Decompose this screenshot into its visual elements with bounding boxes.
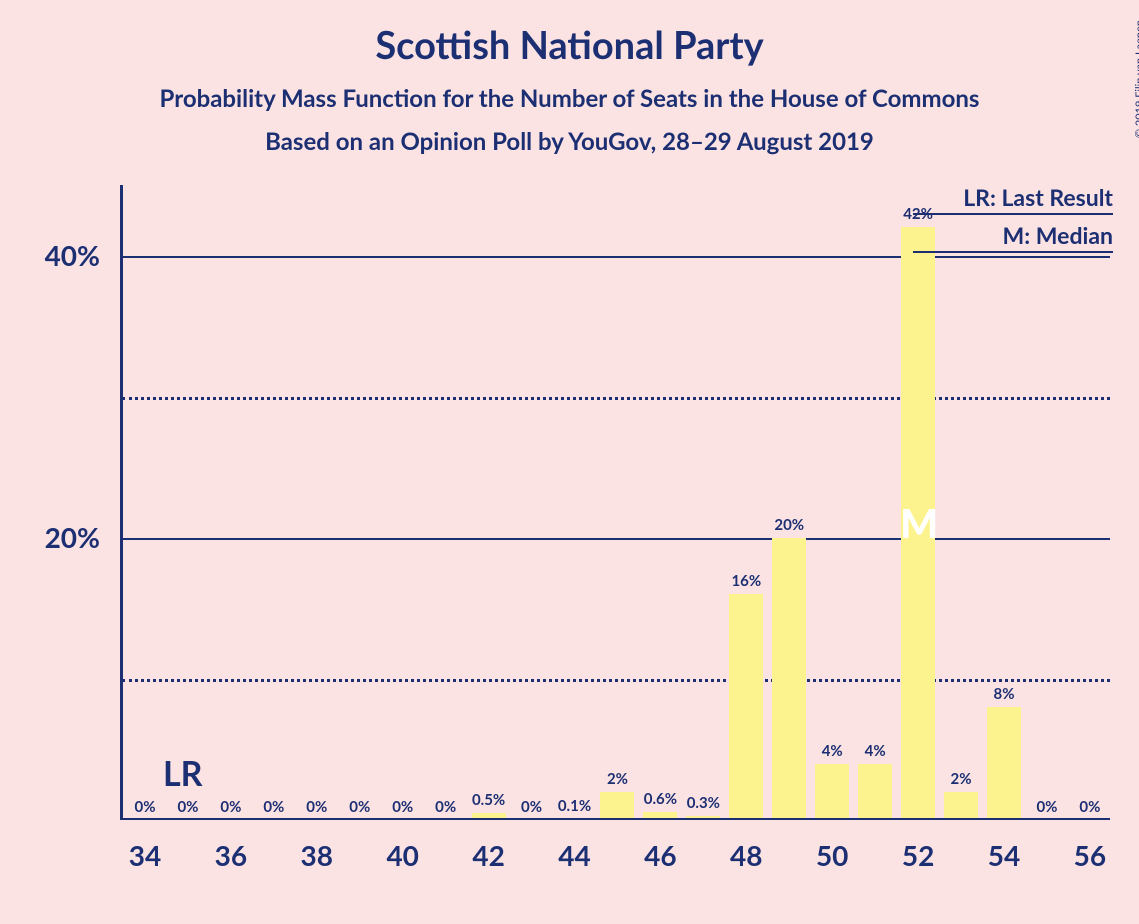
bar-label: 0.1% (550, 797, 600, 815)
copyright-text: © 2019 Filip van Laenen (1133, 20, 1139, 138)
x-tick-label: 40 (373, 838, 433, 872)
x-tick-label: 50 (802, 838, 862, 872)
x-tick-label: 54 (974, 838, 1034, 872)
legend-m: M: Median (913, 221, 1113, 249)
chart-title: Scottish National Party (0, 0, 1139, 68)
x-tick-label: 38 (287, 838, 347, 872)
bar (987, 707, 1021, 820)
x-axis-line (120, 818, 1110, 821)
x-tick-label: 34 (115, 838, 175, 872)
legend-lr: LR: Last Result (913, 183, 1113, 211)
bar-label: 16% (721, 572, 771, 590)
bar-label: 0% (1065, 798, 1115, 816)
x-tick-label: 52 (888, 838, 948, 872)
bar-label: 0.3% (678, 794, 728, 812)
chart-area: 0%0%0%0%0%0%0%0%0.5%0%0.1%2%0.6%0.3%16%2… (120, 185, 1110, 820)
x-tick-label: 46 (630, 838, 690, 872)
grid-line (122, 538, 1110, 540)
chart-subtitle-1: Probability Mass Function for the Number… (0, 68, 1139, 113)
chart-subtitle-2: Based on an Opinion Poll by YouGov, 28–2… (0, 113, 1139, 156)
median-marker: M (896, 499, 940, 547)
bar-label: 20% (764, 516, 814, 534)
x-tick-label: 42 (459, 838, 519, 872)
bar-label: 8% (979, 685, 1029, 703)
grid-line (122, 256, 1110, 258)
grid-line (122, 679, 1110, 682)
y-tick-label: 20% (0, 520, 100, 554)
legend-line-2 (913, 251, 1113, 253)
bar (815, 764, 849, 820)
x-tick-label: 44 (545, 838, 605, 872)
x-tick-label: 56 (1060, 838, 1120, 872)
bar (729, 594, 763, 820)
x-tick-label: 48 (716, 838, 776, 872)
bar (858, 764, 892, 820)
bar (772, 538, 806, 820)
bar (944, 792, 978, 820)
x-tick-label: 36 (201, 838, 261, 872)
grid-line (122, 397, 1110, 400)
bar-label: 4% (850, 742, 900, 760)
legend-line-1 (913, 213, 1113, 215)
bar-label: 2% (936, 770, 986, 788)
bar (600, 792, 634, 820)
y-tick-label: 40% (0, 238, 100, 272)
legend: LR: Last Result M: Median (913, 183, 1113, 253)
y-axis-line (120, 185, 123, 820)
bar-label: 2% (592, 770, 642, 788)
lr-marker: LR (163, 753, 203, 794)
